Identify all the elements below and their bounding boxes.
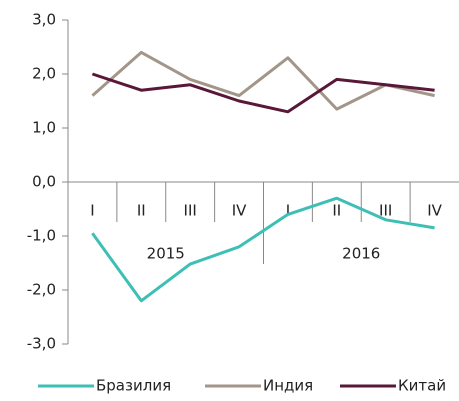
series-line [91,50,435,111]
x-tick-label: II [332,202,341,220]
x-tick-label: IV [232,202,247,220]
legend-label: Китай [398,377,446,395]
x-tick-label: I [286,202,290,220]
x-tick-label: III [379,202,392,220]
y-tick-label: 3,0 [32,11,56,29]
y-tick-label: 1,0 [32,119,56,137]
group-label: 2016 [342,245,380,263]
x-tick-label: IV [427,202,442,220]
x-tick-label: II [137,202,146,220]
x-tick-label: III [184,202,197,220]
y-tick-label: 0,0 [32,173,56,191]
y-tick-label: -3,0 [27,335,56,353]
group-label: 2015 [147,245,185,263]
series-line [91,72,435,114]
x-tick-label: I [90,202,94,220]
legend-label: Бразилия [96,377,171,395]
series-line [91,196,435,303]
y-tick-label: -2,0 [27,281,56,299]
y-tick-label: -1,0 [27,227,56,245]
y-tick-label: 2,0 [32,65,56,83]
legend-label: Индия [263,377,313,395]
